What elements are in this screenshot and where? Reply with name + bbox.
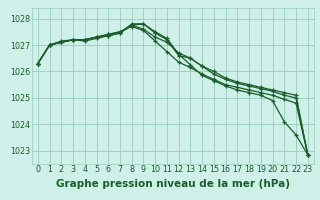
X-axis label: Graphe pression niveau de la mer (hPa): Graphe pression niveau de la mer (hPa) [56,179,290,189]
